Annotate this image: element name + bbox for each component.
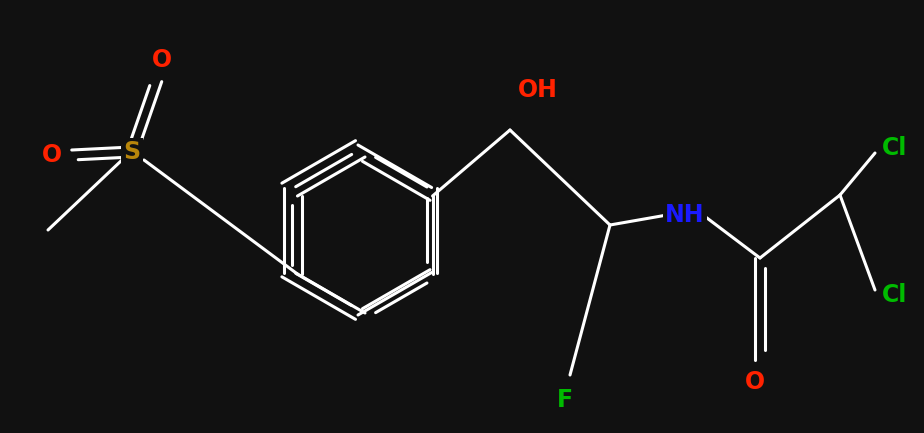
Text: Cl: Cl	[882, 283, 907, 307]
Text: S: S	[124, 140, 140, 164]
Text: Cl: Cl	[882, 136, 907, 160]
Text: O: O	[42, 143, 62, 167]
Text: NH: NH	[665, 203, 705, 227]
Text: F: F	[557, 388, 573, 412]
Text: O: O	[745, 370, 765, 394]
Text: OH: OH	[518, 78, 558, 102]
Text: O: O	[152, 48, 172, 72]
